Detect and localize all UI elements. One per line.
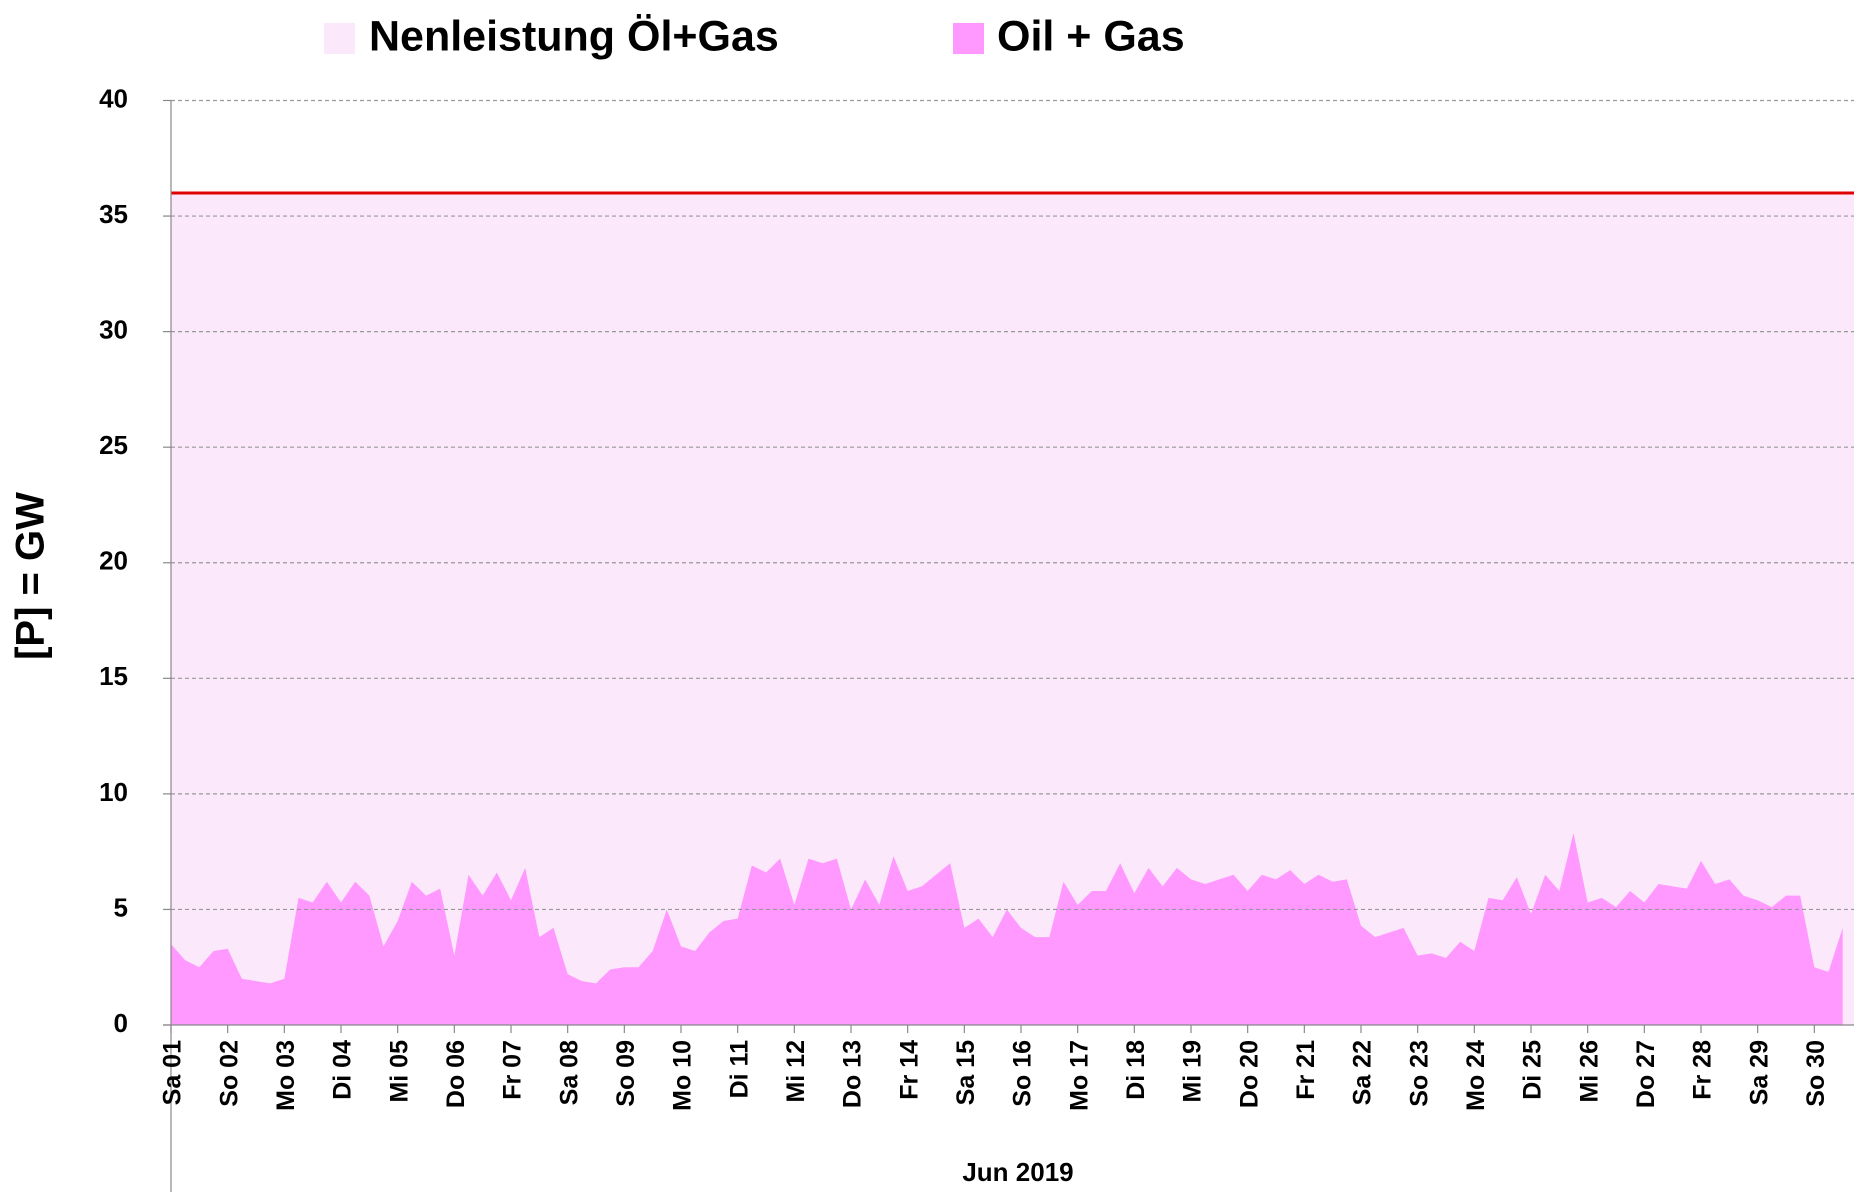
area [171,833,1843,1025]
x-tick-label: Do 06 [442,1040,470,1108]
legend-swatch [324,23,355,54]
legend-swatch [953,23,984,54]
x-tick-label: Mi 05 [385,1040,413,1103]
x-axis-title: Jun 2019 [962,1157,1073,1187]
legend-label: Oil + Gas [997,12,1185,60]
x-tick-label: Di 18 [1122,1040,1150,1100]
x-tick-label: Sa 22 [1349,1040,1377,1105]
x-tick-label: Sa 15 [952,1040,980,1105]
x-tick-label: Do 27 [1632,1040,1660,1108]
x-tick-label: So 23 [1405,1040,1433,1107]
grid [171,99,1854,911]
y-tick-label: 25 [99,430,128,460]
y-tick-label: 0 [114,1008,128,1038]
y-tick-label: 20 [99,546,128,576]
x-tick-label: So 30 [1802,1040,1830,1107]
x-tick-label: So 02 [215,1040,243,1107]
x-tick-label: Fr 28 [1689,1040,1717,1100]
y-tick-label: 15 [99,661,128,691]
y-tick-label: 5 [114,892,128,922]
y-tick-label: 10 [99,777,128,807]
x-tick-label: Do 20 [1235,1040,1263,1108]
x-tick-label: Fr 14 [895,1040,923,1100]
x-tick-label: Di 25 [1519,1040,1547,1100]
x-tick-label: Di 11 [725,1040,753,1098]
y-axis-title: [P] = GW [9,492,53,660]
y-tick-label: 35 [99,199,128,229]
x-tick-label: Sa 08 [555,1040,583,1105]
x-tick-label: Mo 03 [272,1040,300,1111]
x-tick-label: Mi 26 [1575,1040,1603,1103]
y-tick-label: 30 [99,315,128,345]
x-tick-label: Mo 10 [669,1040,697,1111]
x-tick-label: So 09 [612,1040,640,1107]
area [171,192,1854,1025]
x-tick-label: Sa 29 [1745,1040,1773,1105]
x-tick-label: So 16 [1009,1040,1037,1107]
y-tick-label: 40 [99,83,128,113]
x-tick-label: Mi 19 [1179,1040,1207,1103]
x-tick-label: Fr 07 [499,1040,527,1100]
x-tick-label: Mi 12 [782,1040,810,1103]
x-tick-label: Mo 17 [1065,1040,1093,1111]
x-tick-label: Do 13 [839,1040,867,1108]
x-tick-label: Mo 24 [1462,1040,1490,1111]
legend-label: Nenleistung Öl+Gas [369,12,779,60]
x-tick-label: Sa 01 [159,1040,187,1105]
x-tick-label: Fr 21 [1292,1040,1320,1100]
plot-area [171,192,1854,1025]
x-tick-label: Di 04 [329,1040,357,1100]
